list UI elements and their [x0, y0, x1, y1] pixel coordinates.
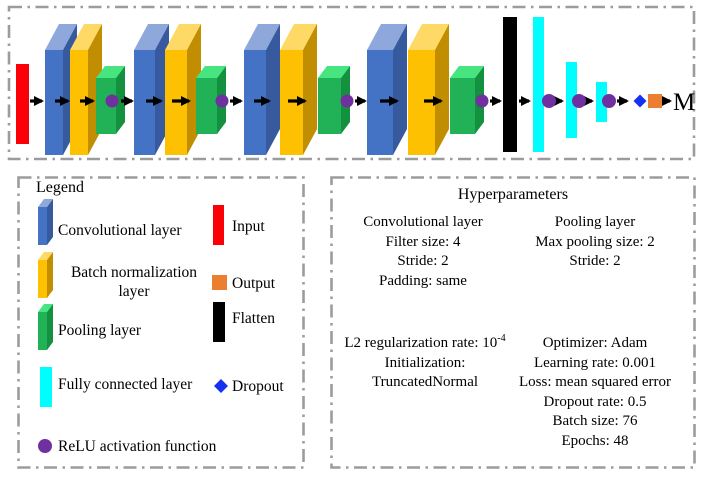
relu-node-2 — [215, 94, 229, 108]
conv-stride: Stride: 2 — [397, 253, 449, 269]
relu-node-4 — [475, 94, 489, 108]
batchnorm-block-2 — [165, 24, 201, 155]
output-icon — [212, 275, 227, 290]
batchnorm-block-4 — [408, 24, 449, 155]
relu-node-6 — [572, 94, 586, 108]
legend-item-fully-connected: Fully connected layer — [58, 376, 193, 393]
fc-block-1 — [533, 17, 544, 152]
conv-padding: Padding: same — [379, 272, 467, 289]
legend-item-relu: ReLU activation function — [58, 438, 217, 455]
input-icon — [213, 205, 224, 245]
pooling-hyperparameters: Pooling layer Max pooling size: 2 Stride… — [505, 213, 685, 272]
fc-block-2 — [566, 62, 577, 138]
pooling-size: Max pooling size: 2 — [535, 233, 655, 250]
regularization-hyperparameters: L2 regularization rate: 10-4 Initializat… — [325, 334, 525, 393]
output-block — [648, 94, 662, 108]
conv-hyperparameters: Convolutional layer Filter size: 4 Strid… — [338, 213, 508, 291]
top-panel-border — [7, 5, 696, 161]
legend-panel-border — [17, 176, 305, 469]
batchnorm-layer-icon — [38, 252, 53, 298]
hyperparameters-panel: Hyperparameters Convolutional layer Filt… — [330, 176, 696, 469]
conv-block-4 — [367, 24, 407, 155]
flatten-icon — [213, 302, 225, 342]
hyperparameters-border-svg — [330, 176, 696, 469]
pooling-hyperparameters-heading: Pooling layer — [554, 214, 636, 230]
pooling-stride: Stride: 2 — [569, 253, 621, 269]
legend-item-dropout: Dropout — [232, 378, 284, 395]
conv-block-2 — [134, 24, 169, 155]
dropout-icon — [214, 379, 228, 393]
learning-rate: Learning rate: 0.001 — [533, 354, 657, 371]
conv-filter-size: Filter size: 4 — [385, 233, 461, 250]
legend-item-batchnorm: Batch normalization layer — [70, 264, 198, 300]
relu-node-1 — [105, 94, 119, 108]
relu-nodes — [105, 94, 616, 108]
pooling-block-1 — [96, 66, 125, 134]
legend-item-input: Input — [232, 218, 265, 235]
relu-icon — [38, 439, 52, 453]
flatten-block — [503, 17, 517, 152]
relu-node-7 — [602, 94, 616, 108]
optimizer: Optimizer: Adam — [542, 335, 648, 351]
legend-title: Legend — [36, 179, 84, 196]
relu-node-5 — [542, 94, 556, 108]
conv-layer-icon — [38, 199, 53, 245]
legend-item-pooling: Pooling layer — [58, 322, 142, 339]
loss-function: Loss: mean squared error — [518, 374, 672, 390]
legend-item-output: Output — [232, 275, 276, 292]
legend-panel: Legend Convolutional layer Batch normali… — [17, 176, 305, 469]
training-hyperparameters: Optimizer: Adam Learning rate: 0.001 Los… — [495, 334, 695, 451]
epochs: Epochs: 48 — [561, 432, 629, 449]
legend-item-convolutional: Convolutional layer — [58, 222, 182, 239]
dropout-rate: Dropout rate: 0.5 — [543, 393, 647, 410]
fully-connected-layer-icon — [40, 367, 52, 407]
l2-exponent: -4 — [497, 333, 506, 344]
initialization-value: TruncatedNormal — [371, 374, 479, 390]
pooling-layer-icon — [38, 304, 53, 350]
initialization-label: Initialization: — [384, 354, 466, 371]
output-label-m: M — [673, 89, 695, 116]
legend-item-flatten: Flatten — [232, 310, 276, 327]
pooling-block-4 — [450, 66, 484, 134]
conv-block-3 — [244, 24, 280, 155]
hyperparameters-panel-border — [330, 176, 696, 469]
network-architecture-diagram: M — [7, 5, 696, 161]
legend-graphics — [17, 176, 305, 469]
batch-size: Batch size: 76 — [552, 413, 638, 429]
fc-block-3 — [596, 82, 607, 122]
input-block — [16, 64, 29, 144]
dropout-node — [633, 94, 647, 108]
conv-hyperparameters-heading: Convolutional layer — [363, 214, 483, 230]
l2-regularization-rate: L2 regularization rate: 10-4 — [344, 333, 506, 352]
batchnorm-block-3 — [280, 24, 317, 155]
relu-node-3 — [340, 94, 354, 108]
hyperparameters-title: Hyperparameters — [457, 186, 569, 203]
